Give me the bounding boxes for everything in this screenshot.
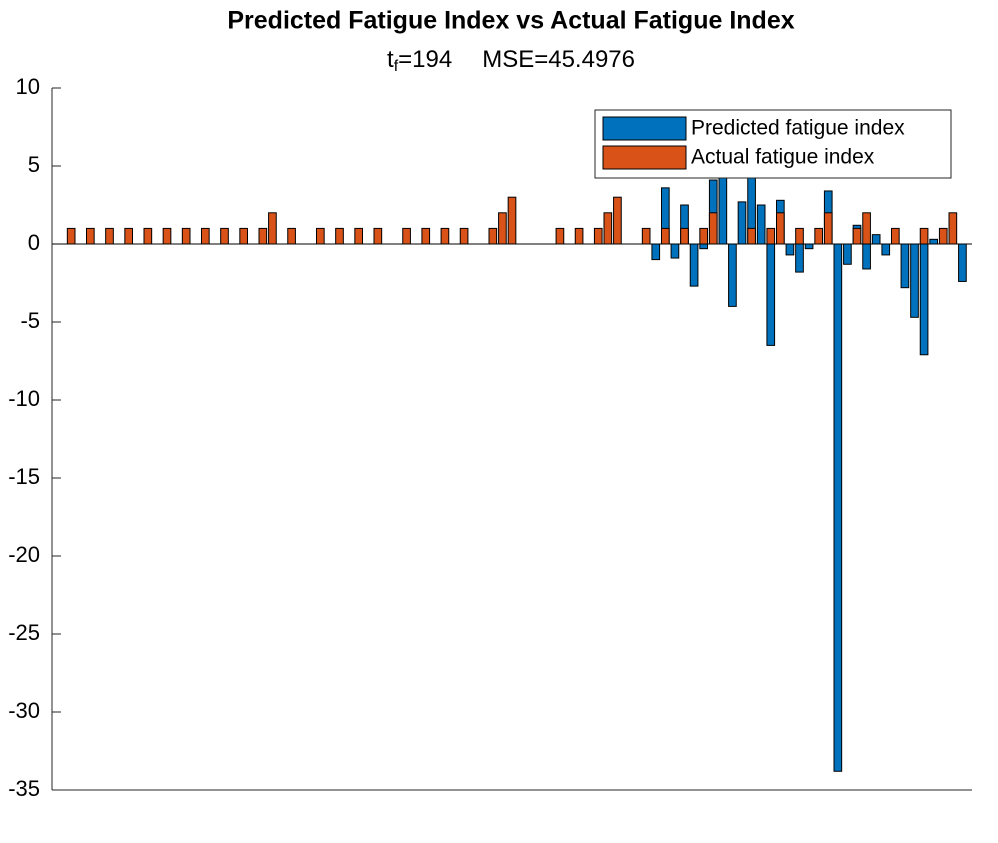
bar bbox=[776, 212, 785, 245]
y-tick-label: 5 bbox=[28, 152, 40, 177]
bar bbox=[910, 243, 919, 318]
bar bbox=[881, 243, 891, 256]
bar bbox=[143, 227, 153, 245]
bar bbox=[728, 243, 737, 307]
bar bbox=[335, 227, 344, 245]
y-tick-label: -30 bbox=[8, 698, 40, 723]
bar bbox=[929, 238, 938, 245]
bar bbox=[124, 227, 134, 245]
bar bbox=[66, 227, 76, 245]
bar bbox=[613, 196, 622, 245]
bar bbox=[862, 212, 871, 245]
chart-subtitle: tf=194 MSE=45.4976 bbox=[387, 46, 635, 75]
bar bbox=[891, 227, 900, 245]
legend-label: Predicted fatigue index bbox=[691, 117, 905, 140]
subtitle-part: t bbox=[387, 46, 394, 73]
bar bbox=[958, 243, 967, 282]
bar bbox=[900, 243, 910, 289]
bar bbox=[699, 243, 708, 250]
bar bbox=[680, 227, 689, 245]
bar bbox=[938, 227, 948, 245]
bar bbox=[354, 227, 364, 245]
bar bbox=[258, 227, 268, 245]
bar bbox=[201, 227, 210, 245]
bar bbox=[862, 243, 871, 270]
bar bbox=[766, 243, 776, 346]
y-tick-label: 10 bbox=[16, 74, 40, 99]
bar bbox=[823, 212, 833, 245]
bar bbox=[661, 227, 670, 245]
bar bbox=[737, 201, 747, 245]
bar bbox=[603, 212, 613, 245]
bar bbox=[919, 243, 929, 356]
bar bbox=[785, 243, 795, 256]
bar bbox=[766, 227, 776, 245]
bar bbox=[507, 196, 517, 245]
bar bbox=[795, 243, 804, 273]
bar bbox=[795, 227, 804, 245]
legend-label: Actual fatigue index bbox=[691, 146, 875, 169]
bar bbox=[919, 227, 929, 245]
bar bbox=[373, 227, 383, 245]
subtitle-part: MSE=45.4976 bbox=[482, 46, 635, 73]
y-tick-label: -20 bbox=[8, 542, 40, 567]
y-tick-label: -5 bbox=[20, 308, 40, 333]
bar bbox=[105, 227, 114, 245]
bar bbox=[86, 227, 95, 245]
bar bbox=[670, 243, 680, 259]
y-tick-label: -10 bbox=[8, 386, 40, 411]
bar bbox=[574, 227, 584, 245]
y-tick-label: -25 bbox=[8, 620, 40, 645]
bar bbox=[651, 243, 661, 261]
bar bbox=[804, 243, 814, 250]
bar bbox=[181, 227, 191, 245]
bar bbox=[852, 227, 862, 245]
legend: Predicted fatigue index Actual fatigue in… bbox=[594, 109, 952, 179]
bar bbox=[871, 234, 881, 245]
bar bbox=[220, 227, 229, 245]
bar bbox=[239, 227, 248, 245]
y-tick-label: 0 bbox=[28, 230, 40, 255]
bar bbox=[593, 227, 603, 245]
y-tick-label: -15 bbox=[8, 464, 40, 489]
legend-swatch bbox=[602, 145, 687, 170]
bar bbox=[421, 227, 431, 245]
bar bbox=[498, 212, 507, 245]
bar bbox=[833, 243, 843, 772]
subtitle-part: =194 bbox=[398, 46, 452, 73]
bar bbox=[316, 227, 325, 245]
bar bbox=[814, 227, 823, 245]
bar bbox=[689, 243, 699, 287]
bar bbox=[555, 227, 565, 245]
bar bbox=[708, 212, 718, 245]
subtitle-subscript: f bbox=[394, 58, 399, 75]
bar bbox=[402, 227, 411, 245]
bar bbox=[641, 227, 651, 245]
bar bbox=[440, 227, 450, 245]
bar bbox=[459, 227, 469, 245]
bar bbox=[162, 227, 172, 245]
bar bbox=[747, 227, 756, 245]
y-tick-label: -35 bbox=[8, 776, 40, 801]
legend-swatch bbox=[602, 116, 687, 141]
bar bbox=[268, 212, 277, 245]
chart-title: Predicted Fatigue Index vs Actual Fatigu… bbox=[227, 7, 794, 35]
bar bbox=[287, 227, 296, 245]
bar bbox=[843, 243, 852, 265]
bar bbox=[948, 212, 958, 245]
bar bbox=[488, 227, 498, 245]
bar bbox=[699, 227, 708, 245]
bar bbox=[756, 204, 766, 245]
bar bbox=[718, 174, 728, 245]
